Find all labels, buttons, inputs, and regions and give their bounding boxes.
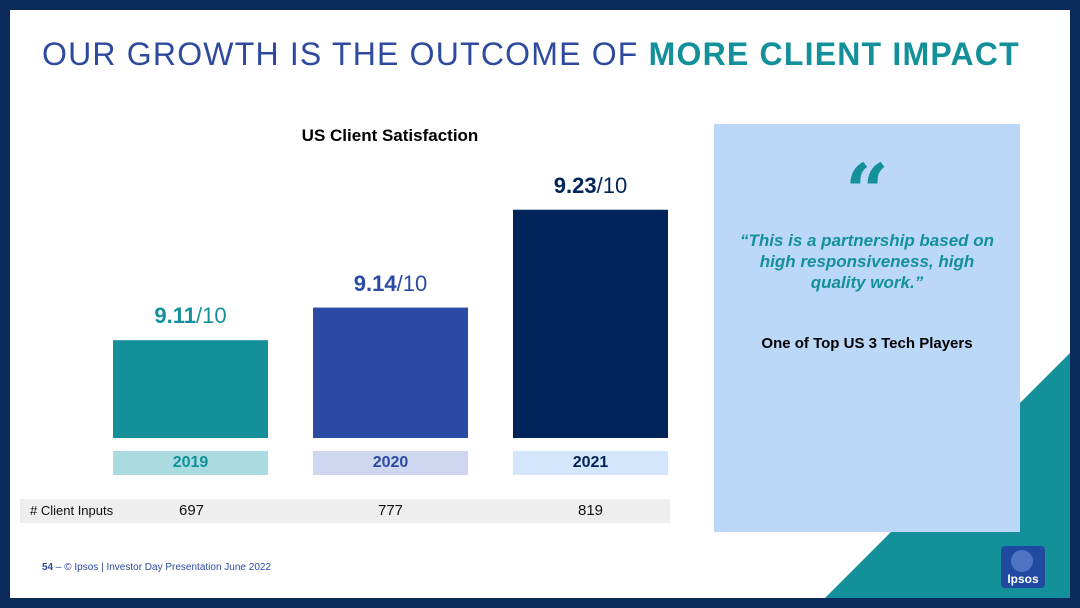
year-label-2019: 2019 xyxy=(113,451,268,475)
logo-circle-icon xyxy=(1011,550,1033,572)
title-main: OUR GROWTH IS THE OUTCOME OF xyxy=(42,36,639,72)
footer-text: © Ipsos | Investor Day Presentation June… xyxy=(64,562,271,573)
value-suffix: /10 xyxy=(396,270,428,296)
value-label-2019: 9.11/10 xyxy=(113,303,268,329)
footer: 54 – © Ipsos | Investor Day Presentation… xyxy=(42,562,271,573)
chart-title: US Client Satisfaction xyxy=(301,126,479,145)
year-label-2020: 2020 xyxy=(313,451,468,475)
page-number: 54 xyxy=(42,562,54,573)
client-inputs-2021: 819 xyxy=(577,502,604,519)
footer-separator: – xyxy=(53,562,65,573)
value-label-2020: 9.14/10 xyxy=(313,271,468,297)
page-title: OUR GROWTH IS THE OUTCOME OF MORE CLIENT… xyxy=(42,36,1020,73)
quote-box: “ “This is a partnership based on high r… xyxy=(714,124,1020,532)
year-label-2021: 2021 xyxy=(513,451,668,475)
bar-2021 xyxy=(513,209,668,438)
quote-source: One of Top US 3 Tech Players xyxy=(761,335,973,352)
value-number: 9.11 xyxy=(154,303,196,329)
logo-text: Ipsos xyxy=(1007,572,1039,586)
quote-mark-icon: “ xyxy=(845,147,889,236)
ipsos-logo: Ipsos xyxy=(1001,546,1045,588)
quote-text: “This is a partnership based on high res… xyxy=(739,231,995,292)
client-inputs-2020: 777 xyxy=(377,502,404,519)
client-inputs-label: # Client Inputs xyxy=(30,503,114,518)
slide: OUR GROWTH IS THE OUTCOME OF MORE CLIENT… xyxy=(10,10,1070,598)
bar-2020 xyxy=(313,307,468,438)
value-label-2021: 9.23/10 xyxy=(513,173,668,199)
bar-2019 xyxy=(113,340,268,438)
value-number: 9.23 xyxy=(553,172,597,198)
value-suffix: /10 xyxy=(196,303,227,329)
value-suffix: /10 xyxy=(596,172,628,198)
client-inputs-row: # Client Inputs 697 777 819 xyxy=(20,499,670,523)
title-accent: MORE CLIENT IMPACT xyxy=(648,36,1020,72)
bar-chart xyxy=(113,209,668,438)
value-number: 9.14 xyxy=(353,270,397,296)
client-inputs-2019: 697 xyxy=(178,502,205,519)
